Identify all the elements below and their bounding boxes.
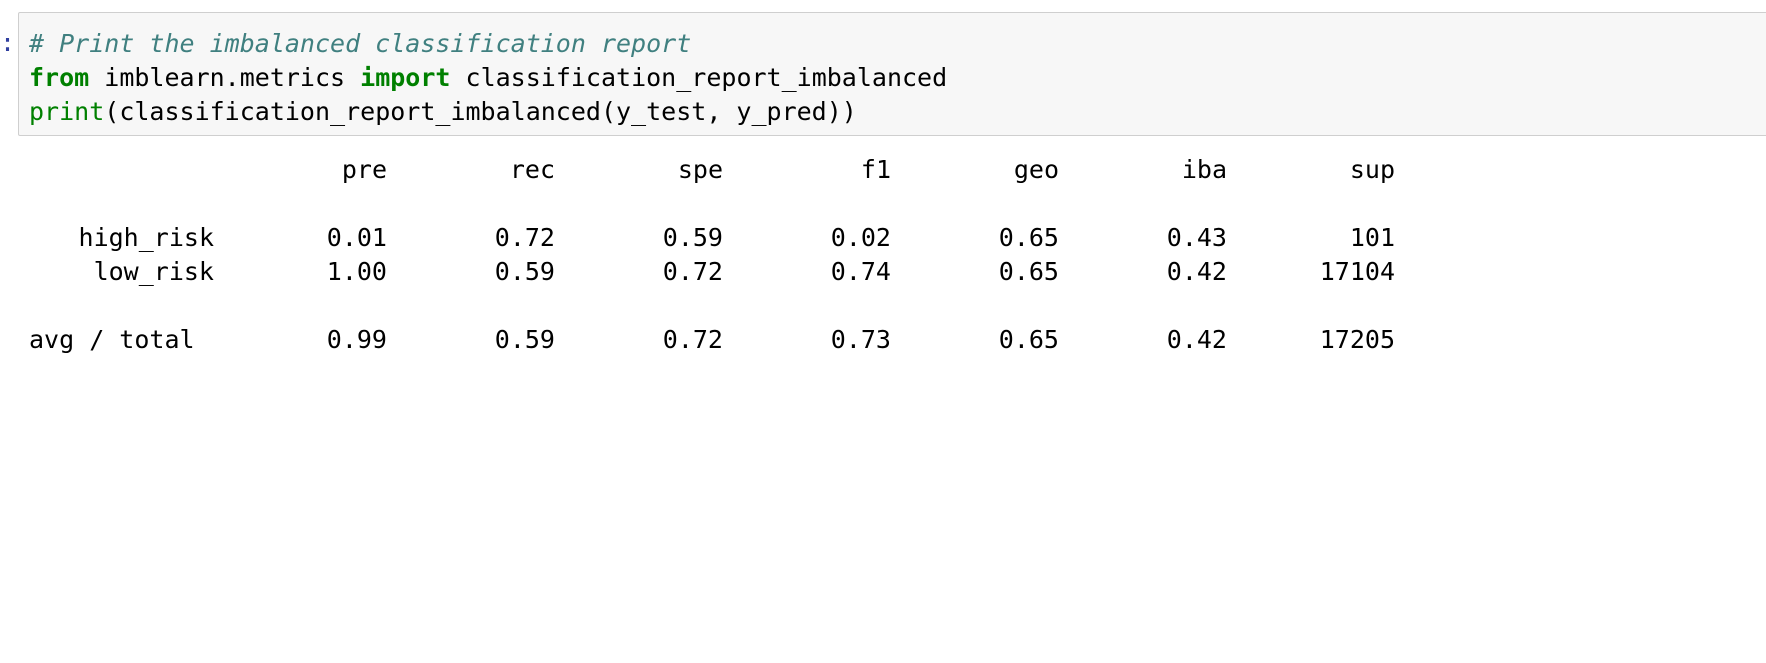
code-line-2: from imblearn.metrics import classificat… bbox=[29, 61, 947, 95]
input-prompt: : bbox=[0, 28, 16, 57]
value-f1: 0.74 bbox=[830, 257, 891, 286]
blank-line bbox=[29, 289, 89, 323]
header-pre: pre bbox=[341, 155, 387, 184]
value-pre: 1.00 bbox=[326, 257, 387, 286]
value-f1: 0.73 bbox=[830, 325, 891, 354]
value-geo: 0.65 bbox=[998, 223, 1059, 252]
code-editor[interactable]: # Print the imbalanced classification re… bbox=[29, 27, 947, 129]
value-rec: 0.59 bbox=[494, 325, 555, 354]
code-line-3: print(classification_report_imbalanced(y… bbox=[29, 95, 947, 129]
header-spe: spe bbox=[677, 155, 723, 184]
report-row-total: avg / total 0.99 0.59 0.72 0.73 0.65 0.4… bbox=[29, 323, 1395, 357]
value-iba: 0.43 bbox=[1166, 223, 1227, 252]
keyword-from: from bbox=[29, 63, 90, 92]
value-spe: 0.72 bbox=[662, 325, 723, 354]
value-sup: 101 bbox=[1349, 223, 1395, 252]
value-pre: 0.99 bbox=[326, 325, 387, 354]
header-geo: geo bbox=[1013, 155, 1059, 184]
value-spe: 0.59 bbox=[662, 223, 723, 252]
code-input-cell[interactable]: # Print the imbalanced classification re… bbox=[18, 12, 1766, 136]
blank-line bbox=[29, 187, 89, 221]
value-f1: 0.02 bbox=[830, 223, 891, 252]
report-row-low-risk: low_risk 1.00 0.59 0.72 0.74 0.65 0.42 1… bbox=[29, 255, 1395, 289]
value-iba: 0.42 bbox=[1166, 325, 1227, 354]
header-iba: iba bbox=[1181, 155, 1227, 184]
header-rec: rec bbox=[509, 155, 555, 184]
value-pre: 0.01 bbox=[326, 223, 387, 252]
value-sup: 17104 bbox=[1319, 257, 1395, 286]
builtin-print: print bbox=[29, 97, 105, 126]
value-rec: 0.72 bbox=[494, 223, 555, 252]
header-f1: f1 bbox=[860, 155, 891, 184]
code-comment: # Print the imbalanced classification re… bbox=[29, 29, 692, 58]
value-geo: 0.65 bbox=[998, 257, 1059, 286]
header-sup: sup bbox=[1349, 155, 1395, 184]
row-label: high_risk bbox=[78, 223, 214, 252]
value-spe: 0.72 bbox=[662, 257, 723, 286]
imported-name: classification_report_imbalanced bbox=[450, 63, 948, 92]
value-rec: 0.59 bbox=[494, 257, 555, 286]
report-header-row: pre rec spe f1 geo iba sup bbox=[29, 153, 1395, 187]
row-label: low_risk bbox=[93, 257, 214, 286]
value-geo: 0.65 bbox=[998, 325, 1059, 354]
code-line-1: # Print the imbalanced classification re… bbox=[29, 27, 947, 61]
value-iba: 0.42 bbox=[1166, 257, 1227, 286]
print-args: (classification_report_imbalanced(y_test… bbox=[104, 97, 857, 126]
report-row-high-risk: high_risk 0.01 0.72 0.59 0.02 0.65 0.43 … bbox=[29, 221, 1395, 255]
row-label: avg / total bbox=[29, 325, 195, 354]
cell-output: pre rec spe f1 geo iba sup high_risk 0.0… bbox=[29, 153, 1395, 357]
module-name: imblearn.metrics bbox=[89, 63, 361, 92]
value-sup: 17205 bbox=[1319, 325, 1395, 354]
keyword-import: import bbox=[360, 63, 451, 92]
